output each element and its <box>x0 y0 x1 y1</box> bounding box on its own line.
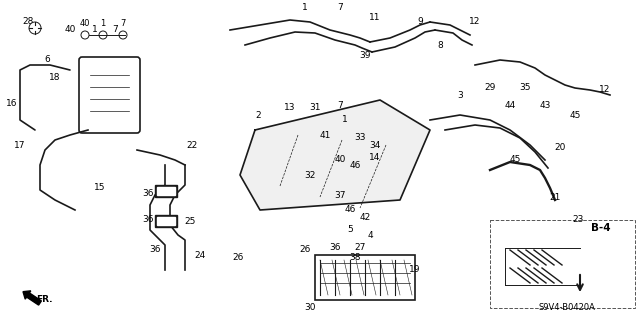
Circle shape <box>29 22 41 34</box>
Text: 1: 1 <box>100 19 106 28</box>
Text: 36: 36 <box>329 243 340 253</box>
Text: 40: 40 <box>64 26 76 34</box>
Text: 26: 26 <box>300 246 310 255</box>
Text: 8: 8 <box>437 41 443 49</box>
Text: 1: 1 <box>92 26 98 34</box>
Text: 28: 28 <box>22 18 34 26</box>
Text: 37: 37 <box>334 190 346 199</box>
FancyArrow shape <box>23 291 42 305</box>
Text: 46: 46 <box>344 205 356 214</box>
Circle shape <box>119 31 127 39</box>
Bar <box>157 217 175 225</box>
Text: 1: 1 <box>302 4 308 12</box>
Text: 44: 44 <box>504 100 516 109</box>
Bar <box>490 220 635 308</box>
Text: FR.: FR. <box>36 295 52 305</box>
Text: 12: 12 <box>469 18 481 26</box>
Text: 39: 39 <box>359 50 371 60</box>
Text: 38: 38 <box>349 254 361 263</box>
Text: 30: 30 <box>304 303 316 313</box>
Text: 14: 14 <box>369 153 381 162</box>
Text: 26: 26 <box>232 254 244 263</box>
Text: 35: 35 <box>519 84 531 93</box>
Text: 32: 32 <box>304 170 316 180</box>
Text: 40: 40 <box>80 19 90 28</box>
FancyBboxPatch shape <box>79 57 140 133</box>
Text: 3: 3 <box>457 91 463 100</box>
Text: 36: 36 <box>142 189 154 197</box>
Text: 36: 36 <box>149 246 161 255</box>
Text: 29: 29 <box>484 84 496 93</box>
Text: 13: 13 <box>284 103 296 113</box>
Text: 45: 45 <box>509 155 521 165</box>
Text: 33: 33 <box>355 133 365 143</box>
Text: 12: 12 <box>599 85 611 94</box>
Text: 1: 1 <box>342 115 348 124</box>
Text: 40: 40 <box>334 155 346 165</box>
Text: 20: 20 <box>554 144 566 152</box>
Text: 16: 16 <box>6 99 18 108</box>
Text: 5: 5 <box>347 226 353 234</box>
Text: 9: 9 <box>417 18 423 26</box>
Text: 7: 7 <box>120 19 125 28</box>
Polygon shape <box>240 100 430 210</box>
Text: 2: 2 <box>255 110 261 120</box>
Text: 46: 46 <box>349 160 361 169</box>
Text: 36: 36 <box>142 216 154 225</box>
Text: S9V4-B0420A: S9V4-B0420A <box>539 303 595 313</box>
Text: 45: 45 <box>570 110 580 120</box>
Text: 27: 27 <box>355 243 365 253</box>
Text: 22: 22 <box>186 140 198 150</box>
Text: 24: 24 <box>195 250 205 259</box>
Text: 6: 6 <box>44 56 50 64</box>
Text: 17: 17 <box>14 140 26 150</box>
Bar <box>157 187 175 195</box>
Text: 19: 19 <box>409 265 420 275</box>
Text: 7: 7 <box>112 26 118 34</box>
Text: 25: 25 <box>184 218 196 226</box>
Text: 15: 15 <box>94 183 106 192</box>
Circle shape <box>99 31 107 39</box>
Text: 4: 4 <box>367 231 373 240</box>
Text: 42: 42 <box>360 213 371 222</box>
Text: 23: 23 <box>572 216 584 225</box>
Text: 7: 7 <box>337 100 343 109</box>
Bar <box>315 255 415 300</box>
Text: B-4: B-4 <box>591 223 611 233</box>
Text: 21: 21 <box>549 194 561 203</box>
Circle shape <box>81 31 89 39</box>
Text: 43: 43 <box>540 100 550 109</box>
Text: 18: 18 <box>49 73 61 83</box>
Bar <box>155 185 177 197</box>
Text: 41: 41 <box>319 130 331 139</box>
Bar <box>155 215 177 227</box>
Text: 7: 7 <box>337 4 343 12</box>
Text: 11: 11 <box>369 13 381 23</box>
Text: 31: 31 <box>309 103 321 113</box>
Text: 34: 34 <box>369 140 381 150</box>
